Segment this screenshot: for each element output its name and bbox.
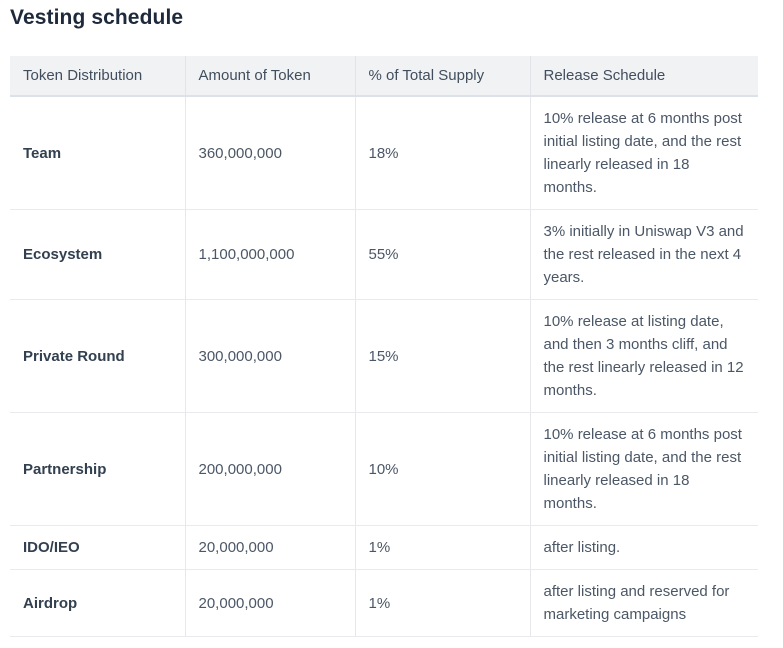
cell-supply: 15%	[355, 299, 531, 413]
table-body: Team 360,000,000 18% 10% release at 6 mo…	[10, 96, 758, 637]
cell-distribution: IDO/IEO	[10, 525, 186, 570]
cell-supply: 55%	[355, 209, 531, 300]
table-row-team: Team 360,000,000 18% 10% release at 6 mo…	[10, 96, 758, 210]
column-header-release-schedule: Release Schedule	[530, 56, 758, 97]
cell-schedule: 10% release at 6 months post initial lis…	[530, 96, 758, 210]
cell-supply: 10%	[355, 412, 531, 526]
table-row-private-round: Private Round 300,000,000 15% 10% releas…	[10, 299, 758, 413]
cell-supply: 1%	[355, 525, 531, 570]
cell-schedule: 3% initially in Uniswap V3 and the rest …	[530, 209, 758, 300]
table-row-airdrop: Airdrop 20,000,000 1% after listing and …	[10, 569, 758, 637]
vesting-schedule-table: Token Distribution Amount of Token % of …	[10, 56, 758, 637]
cell-distribution: Private Round	[10, 299, 186, 413]
cell-schedule: 10% release at listing date, and then 3 …	[530, 299, 758, 413]
page-title: Vesting schedule	[10, 6, 184, 29]
cell-amount: 200,000,000	[185, 412, 356, 526]
cell-distribution: Ecosystem	[10, 209, 186, 300]
cell-schedule: 10% release at 6 months post initial lis…	[530, 412, 758, 526]
cell-supply: 18%	[355, 96, 531, 210]
header-row: Token Distribution Amount of Token % of …	[10, 56, 758, 97]
cell-amount: 360,000,000	[185, 96, 356, 210]
column-header-percent-total-supply: % of Total Supply	[355, 56, 531, 97]
cell-amount: 1,100,000,000	[185, 209, 356, 300]
cell-distribution: Team	[10, 96, 186, 210]
table-row-partnership: Partnership 200,000,000 10% 10% release …	[10, 412, 758, 526]
cell-distribution: Airdrop	[10, 569, 186, 637]
column-header-amount-of-token: Amount of Token	[185, 56, 356, 97]
cell-amount: 20,000,000	[185, 525, 356, 570]
table-header: Token Distribution Amount of Token % of …	[10, 56, 758, 97]
cell-amount: 300,000,000	[185, 299, 356, 413]
cell-supply: 1%	[355, 569, 531, 637]
table-row-ido-ieo: IDO/IEO 20,000,000 1% after listing.	[10, 525, 758, 570]
cell-amount: 20,000,000	[185, 569, 356, 637]
cell-schedule: after listing.	[530, 525, 758, 570]
table-row-ecosystem: Ecosystem 1,100,000,000 55% 3% initially…	[10, 209, 758, 300]
cell-distribution: Partnership	[10, 412, 186, 526]
cell-schedule: after listing and reserved for marketing…	[530, 569, 758, 637]
column-header-token-distribution: Token Distribution	[10, 56, 186, 97]
